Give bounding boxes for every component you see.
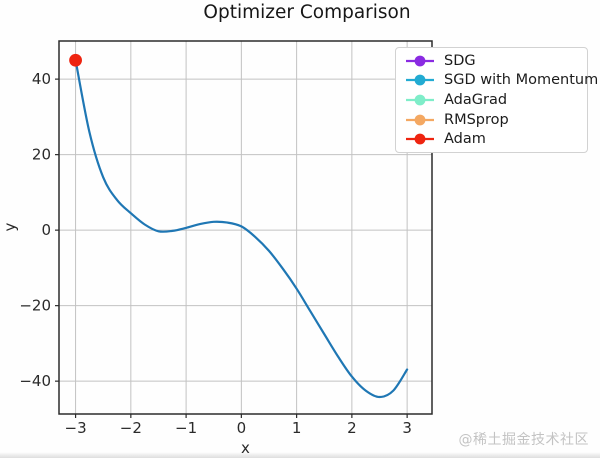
legend-label-rmsprop: RMSprop [444,111,509,128]
y-axis-label: y [1,222,19,232]
x-tick-label: 3 [402,419,412,437]
legend-item-sgd-momentum: SGD with Momentum [405,71,598,91]
legend-label-adam: Adam [444,131,486,148]
legend-marker-rmsprop-icon [406,114,434,125]
x-tick-label: −3 [65,419,87,437]
y-tick-label: 40 [32,70,51,88]
x-tick-label: −2 [120,419,142,437]
legend-marker-sdg-icon [406,55,434,67]
chart-title: Optimizer Comparison [203,2,411,23]
legend-marker-sgd-momentum-icon [406,74,434,86]
axes-frame [58,40,433,415]
legend-marker-adagrad-icon [406,94,434,106]
legend-label-sgd-momentum: SGD with Momentum [444,72,599,89]
x-tick-label: 1 [292,419,302,437]
legend-item-adagrad: AdaGrad [405,90,583,110]
optimizer-start-point [69,53,82,67]
x-tick-label: −1 [175,419,197,437]
x-axis-label: x [241,439,250,457]
legend-item-sdg: SDG [405,51,583,71]
x-tick-label: 2 [347,419,357,437]
y-tick-label: −20 [19,297,51,315]
x-tick-label: 0 [237,419,247,437]
legend-marker-adam-icon [406,133,434,145]
watermark: @稀土掘金技术社区 [458,432,589,448]
y-tick-label: 20 [32,146,51,164]
loss-function-curve [74,59,409,399]
y-tick-label: 0 [41,221,51,239]
legend-item-adam: Adam [405,129,583,149]
legend-label-sdg: SDG [444,52,476,69]
bottom-edge-shadow [0,452,600,458]
legend-label-adagrad: AdaGrad [444,91,508,108]
y-tick-label: −40 [19,372,51,390]
legend: SDG SGD with Momentum AdaGrad RMSprop [395,47,598,153]
legend-item-rmsprop: RMSprop [405,110,583,130]
plot-background [59,41,432,414]
